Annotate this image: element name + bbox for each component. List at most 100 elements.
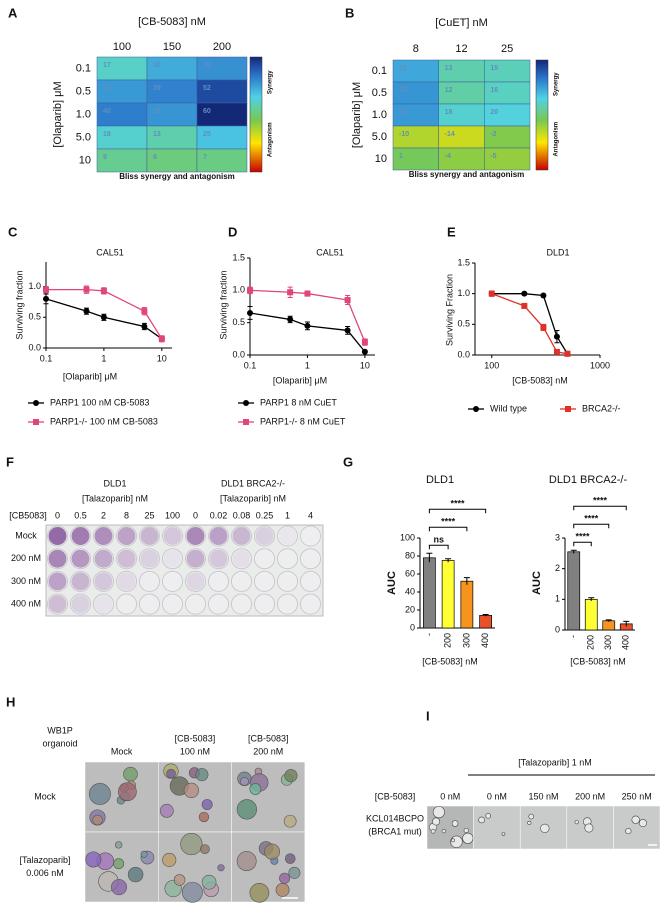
data-point — [344, 327, 351, 334]
group-subtitle: [Talazoparib] nM — [82, 493, 148, 503]
colony-stain — [163, 572, 182, 591]
series-line — [491, 293, 568, 355]
legend-marker — [33, 419, 39, 425]
data-point — [540, 292, 547, 299]
cell-value: 13 — [445, 65, 453, 72]
well — [208, 570, 229, 592]
legend-label: PARP1-/- 8 nM CuET — [260, 416, 346, 426]
well — [254, 525, 275, 547]
organoid — [113, 858, 125, 870]
row-label: 1.0 — [76, 108, 91, 120]
well — [300, 548, 321, 570]
organoid — [478, 816, 485, 824]
y-tick-label: 0.5 — [232, 317, 245, 327]
colony-stain — [48, 549, 67, 568]
organoid-image — [473, 805, 521, 850]
organoid — [162, 852, 177, 867]
cell-value: 17 — [103, 62, 111, 69]
cell-value: 6 — [153, 154, 157, 161]
well — [47, 593, 68, 615]
column-label: 200 nM — [575, 791, 605, 801]
y-tick-label: 60 — [405, 568, 415, 578]
sample-label: (BRCA1 mut) — [368, 826, 422, 836]
organoid — [159, 803, 174, 818]
data-point — [287, 289, 294, 296]
colorbar-label: Antagonism — [554, 122, 560, 157]
panel-letter: G — [343, 454, 353, 469]
bar — [479, 615, 492, 629]
well — [116, 570, 137, 592]
data-point — [344, 297, 351, 304]
organoid — [201, 874, 217, 890]
colorbar-title: Bliss synergy and antagonism — [409, 170, 525, 179]
column-label: 200 — [213, 41, 231, 53]
error-bar — [426, 552, 433, 563]
x-tick-label: 10 — [360, 360, 370, 370]
organoid — [249, 882, 270, 903]
well — [162, 525, 183, 547]
row-label: 0.1 — [76, 62, 91, 74]
legend-marker — [473, 406, 479, 412]
organoid — [284, 769, 298, 783]
colony-stain — [48, 527, 67, 545]
well — [185, 548, 206, 570]
organoid — [432, 806, 445, 819]
well — [116, 548, 137, 570]
panel-letter: E — [447, 224, 456, 239]
organoid — [463, 827, 469, 833]
y-tick-label: 1 — [555, 594, 560, 604]
column-label: 0 nM — [440, 791, 460, 801]
organoid — [249, 783, 262, 795]
colony-stain — [117, 549, 136, 568]
panel-letter: D — [228, 224, 237, 239]
organoid — [527, 820, 532, 825]
organoid — [501, 832, 506, 836]
colorbar — [535, 59, 549, 171]
panel-letter: H — [6, 694, 15, 709]
well — [139, 570, 160, 592]
organoid — [195, 768, 209, 782]
organoid — [430, 828, 436, 834]
y-tick-label: 0.5 — [28, 312, 41, 322]
data-point — [564, 350, 571, 357]
cell-value: 7 — [203, 154, 207, 161]
well — [231, 525, 252, 547]
organoid-image — [613, 805, 661, 850]
colorbar — [249, 56, 263, 173]
y-tick-label: 0 — [555, 624, 560, 634]
cell-value: 52 — [203, 85, 211, 92]
y-axis-label: AUC — [531, 571, 543, 595]
y-axis-label: [Olaparib] μM — [52, 81, 64, 147]
y-axis-label: AUC — [386, 571, 398, 595]
organoid — [288, 866, 301, 879]
colony-stain — [186, 549, 205, 568]
colony-stain — [163, 595, 182, 614]
organoid — [127, 866, 144, 883]
heatmap-title: [CB-5083] nM — [138, 16, 206, 28]
organoid — [275, 883, 290, 897]
well — [231, 570, 252, 592]
colony-stain — [117, 572, 136, 591]
organoid — [638, 819, 647, 828]
significance-label: **** — [441, 517, 456, 527]
x-tick-label: 300 — [461, 633, 471, 648]
cell-value: -5 — [490, 153, 496, 160]
panel-letter: C — [8, 224, 18, 239]
x-tick-label: 1 — [305, 360, 310, 370]
y-tick-label: 1.5 — [232, 252, 245, 262]
well — [300, 593, 321, 615]
colony-stain — [186, 595, 205, 614]
cell-value: 39 — [153, 85, 161, 92]
cell-value: 35 — [399, 87, 407, 94]
significance-bracket — [573, 505, 627, 511]
colony-stain — [255, 595, 274, 614]
cell-value: 60 — [203, 108, 211, 115]
organoid — [283, 814, 297, 828]
cell-value: -4 — [445, 153, 451, 160]
column-label: 25 — [501, 43, 513, 55]
legend-marker — [33, 400, 39, 406]
dose-label: 0 — [193, 510, 198, 520]
organoid — [180, 832, 203, 856]
sample-label: KCL014BCPO — [366, 813, 424, 823]
